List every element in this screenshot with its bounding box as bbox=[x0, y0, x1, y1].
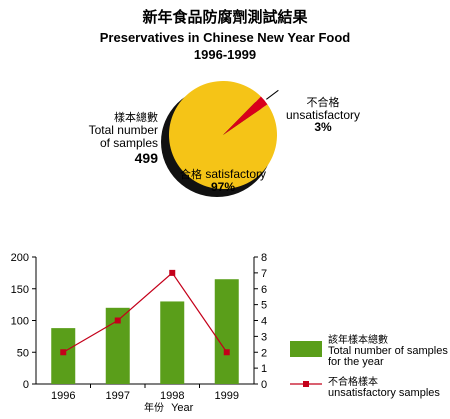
legend-line-label: 不合格樣本 unsatisfactory samples bbox=[328, 377, 450, 399]
line-point-1997 bbox=[114, 317, 121, 324]
pie-slices bbox=[168, 80, 277, 189]
unsatisfactory-line bbox=[62, 271, 228, 353]
pie-chart bbox=[161, 80, 279, 197]
combo-chart: 0 50 100 150 200 0 1 2 3 4 5 6 7 8 1996 1997 1998 1999 年份… bbox=[11, 252, 267, 414]
total-samples-value: 499 bbox=[134, 150, 158, 166]
chart-title-english: Preservatives in Chinese New Year Food bbox=[99, 30, 351, 45]
y-left-tick-label: 100 bbox=[11, 316, 29, 328]
y-left-tick-label: 0 bbox=[23, 379, 29, 391]
line-point-1999 bbox=[223, 349, 230, 356]
x-axis-label: 年份 Year bbox=[144, 401, 194, 414]
y-right-tick-label: 0 bbox=[261, 379, 267, 391]
unsat-leader-line bbox=[266, 89, 279, 100]
bar-1996 bbox=[51, 328, 76, 384]
unsat-percentage: 3% bbox=[314, 120, 332, 134]
total-label-en-line2: of samples bbox=[99, 136, 158, 150]
x-axis-label-zh: 年份 bbox=[144, 401, 164, 414]
legend-line-marker bbox=[303, 381, 309, 387]
legend-bar-en-2: for the year bbox=[328, 356, 384, 368]
x-tick-label: 1998 bbox=[160, 390, 184, 402]
legend-bar-zh: 該年樣本總數 bbox=[328, 335, 388, 346]
unsat-label-zh: 不合格 bbox=[306, 96, 340, 109]
y-right-tick-label: 8 bbox=[261, 252, 267, 264]
y-left-tick-label: 50 bbox=[17, 347, 29, 359]
y-right-tick-label: 3 bbox=[261, 331, 267, 343]
total-samples-label: 樣本總數 Total number of samples 499 bbox=[62, 111, 158, 165]
bar-1999 bbox=[214, 279, 239, 384]
y-left-tick-label: 200 bbox=[11, 252, 29, 264]
bar-1998 bbox=[160, 301, 185, 384]
y-right-tick-label: 7 bbox=[261, 268, 267, 280]
line-point-1998 bbox=[169, 269, 176, 276]
y-right-tick-label: 1 bbox=[261, 363, 267, 375]
x-axis-label-en: Year bbox=[171, 402, 194, 414]
y-right-tick-label: 2 bbox=[261, 347, 267, 359]
x-tick-label: 1999 bbox=[215, 390, 239, 402]
legend-bar-label: 該年樣本總數 Total number of samples for the y… bbox=[328, 335, 450, 368]
sat-label-zh: 合格 bbox=[179, 168, 202, 181]
bar-series bbox=[51, 279, 239, 384]
legend-bar-swatch bbox=[290, 341, 322, 357]
legend-line-swatch bbox=[290, 381, 322, 387]
unsat-label-en: unsatisfactory bbox=[285, 108, 361, 122]
pie-slice-satisfactory bbox=[168, 80, 277, 189]
x-tick-label: 1997 bbox=[106, 390, 130, 402]
y-right-tick-label: 5 bbox=[261, 300, 267, 312]
total-label-en-line1: Total number bbox=[88, 123, 158, 137]
pie-slice-unsatisfactory bbox=[223, 96, 268, 135]
unsatisfactory-label: 不合格 unsatisfactory 3% bbox=[277, 96, 369, 134]
y-left-tick-label: 150 bbox=[11, 284, 29, 296]
total-label-zh: 樣本總數 bbox=[114, 111, 158, 124]
x-tick-label: 1996 bbox=[51, 390, 75, 402]
sat-percentage: 97% bbox=[210, 180, 236, 194]
legend-line-en: unsatisfactory samples bbox=[328, 387, 440, 399]
chart-title-chinese: 新年食品防腐劑測試結果 bbox=[142, 8, 308, 26]
tick-labels: 0 50 100 150 200 0 1 2 3 4 5 6 7 8 1996 1997 1998 1999 bbox=[11, 252, 267, 402]
line-series bbox=[60, 269, 230, 356]
line-point-1996 bbox=[60, 349, 67, 356]
y-right-tick-label: 4 bbox=[261, 316, 267, 328]
legend-bar-en-1: Total number of samples bbox=[328, 345, 448, 357]
chart-subtitle-years: 1996-1999 bbox=[193, 47, 257, 62]
legend-line-zh: 不合格樣本 bbox=[328, 377, 378, 388]
y-right-tick-label: 6 bbox=[261, 284, 267, 296]
satisfactory-label: 合格 satisfactory 97% bbox=[175, 168, 271, 193]
sat-label-en: satisfactory bbox=[205, 167, 267, 181]
